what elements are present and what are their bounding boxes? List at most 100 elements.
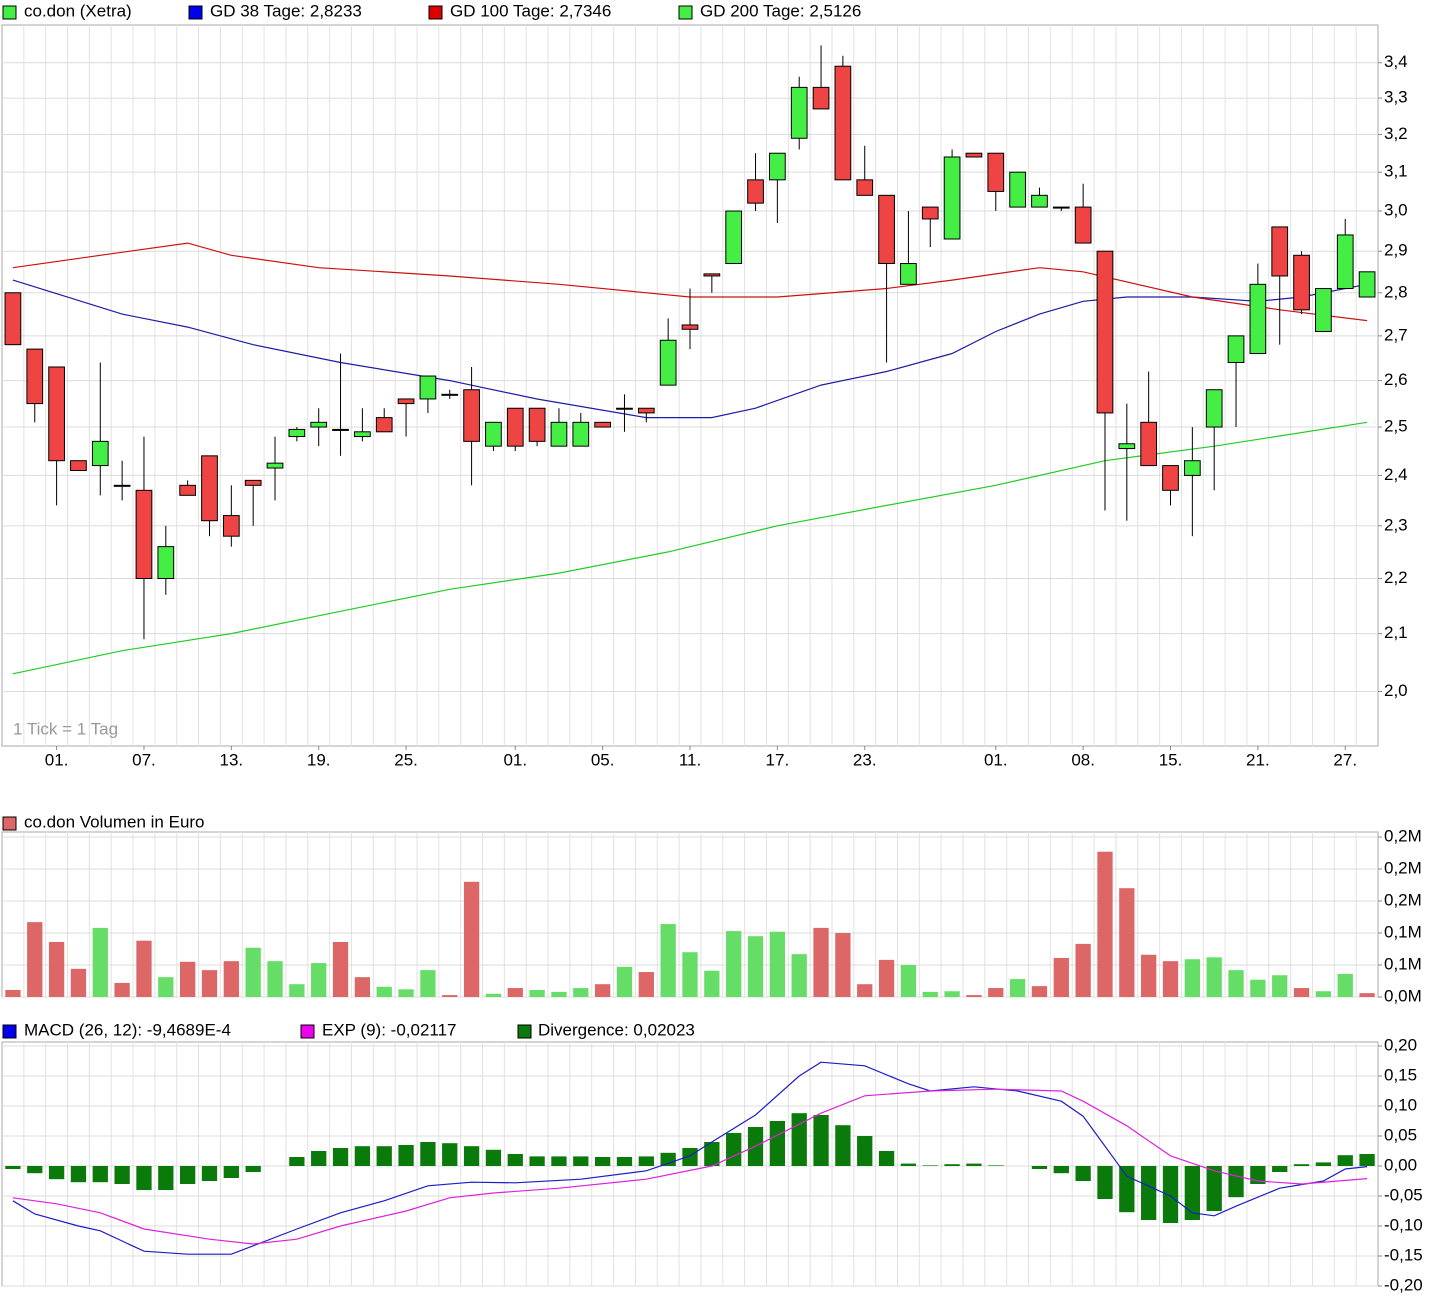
bar xyxy=(704,1142,720,1166)
candle-body xyxy=(179,484,197,496)
bar xyxy=(1119,888,1135,997)
x-tick-label: 13. xyxy=(220,750,244,769)
bar xyxy=(900,1163,917,1166)
candle-body xyxy=(91,440,109,467)
candle-body xyxy=(856,179,874,196)
bar xyxy=(5,989,21,997)
x-tick-label: 11. xyxy=(679,750,701,769)
candle-body xyxy=(1336,234,1354,290)
x-tick-label: 01. xyxy=(503,750,527,769)
bar xyxy=(70,1166,87,1183)
y-tick-label: 2,7 xyxy=(1384,325,1408,344)
candle-body xyxy=(659,339,677,386)
bar xyxy=(507,1154,523,1166)
bar xyxy=(813,927,829,997)
bar xyxy=(726,1133,742,1166)
bar xyxy=(442,1143,458,1166)
bar xyxy=(245,1166,261,1172)
bar xyxy=(551,1156,567,1166)
bar xyxy=(1141,954,1157,997)
bar xyxy=(638,1156,654,1166)
bar xyxy=(311,1151,327,1166)
y-tick-label: -0,10 xyxy=(1384,1215,1423,1234)
candle-body xyxy=(1183,460,1201,476)
bar xyxy=(944,991,960,997)
candle-body xyxy=(943,156,961,240)
candle-body xyxy=(1227,335,1245,363)
legend-swatch xyxy=(678,5,693,20)
bar xyxy=(136,940,152,997)
candle-body xyxy=(419,375,437,400)
bar xyxy=(660,1152,676,1166)
bar xyxy=(616,1157,633,1166)
bar xyxy=(114,1166,130,1184)
candle-body xyxy=(987,152,1005,192)
bar xyxy=(922,1165,938,1166)
bar xyxy=(835,933,851,997)
candle-body xyxy=(222,515,240,537)
bar xyxy=(857,1136,873,1166)
bar xyxy=(332,941,349,997)
bar xyxy=(1315,991,1332,997)
bar xyxy=(180,961,196,997)
bar xyxy=(573,988,589,997)
candle-body xyxy=(397,398,415,405)
candle-body xyxy=(463,389,480,442)
bar xyxy=(463,881,480,997)
candle-body xyxy=(703,273,721,277)
y-tick-label: -0,15 xyxy=(1384,1245,1423,1264)
bar xyxy=(944,1164,960,1166)
bar xyxy=(1009,979,1026,997)
candle-body xyxy=(1293,254,1310,311)
candle-body xyxy=(201,455,218,522)
candle-body xyxy=(616,407,633,410)
candle-body xyxy=(506,407,524,447)
bar xyxy=(463,1146,480,1166)
plot-area xyxy=(1,24,1379,747)
candle-body xyxy=(550,421,568,447)
bar xyxy=(158,1166,174,1190)
bar xyxy=(398,989,414,997)
y-tick-label: 3,3 xyxy=(1384,88,1408,107)
bar xyxy=(1053,957,1069,997)
bar xyxy=(529,1156,545,1166)
bar xyxy=(136,1166,152,1190)
bar xyxy=(70,968,87,997)
bar xyxy=(1337,1155,1353,1166)
y-tick-label: 2,0 xyxy=(1384,681,1408,700)
legend-swatch xyxy=(188,5,203,20)
candle-body xyxy=(70,460,87,471)
bar xyxy=(1293,1164,1310,1166)
bar xyxy=(769,1121,786,1166)
legend-swatch xyxy=(2,816,17,831)
annotation: 1 Tick = 1 Tag xyxy=(13,719,118,738)
y-tick-label: 2,9 xyxy=(1384,241,1408,260)
candle-body xyxy=(113,484,131,487)
candle-body xyxy=(1162,465,1179,491)
bar xyxy=(354,1146,371,1166)
y-tick-label: 2,3 xyxy=(1384,515,1408,534)
bar xyxy=(835,1125,851,1166)
candle-body xyxy=(790,86,808,139)
candle-body xyxy=(812,86,830,110)
y-tick-label: 0,15 xyxy=(1384,1065,1417,1084)
bar xyxy=(1206,957,1222,997)
bar xyxy=(48,1166,65,1180)
line xyxy=(12,1088,1368,1245)
bar xyxy=(158,977,174,997)
candle-body xyxy=(244,479,262,486)
y-tick-label: 2,4 xyxy=(1384,465,1408,484)
line xyxy=(12,242,1368,322)
bar xyxy=(223,1166,239,1178)
bar xyxy=(966,995,982,997)
candle-body xyxy=(1009,171,1026,208)
bar xyxy=(1053,1166,1069,1174)
bar xyxy=(1184,1166,1200,1220)
bar xyxy=(420,970,436,997)
bar xyxy=(682,1148,698,1166)
y-tick-label: 0,1M xyxy=(1384,954,1422,973)
candle-body xyxy=(725,210,743,265)
candle-body xyxy=(572,421,590,447)
candle-body xyxy=(310,421,328,428)
